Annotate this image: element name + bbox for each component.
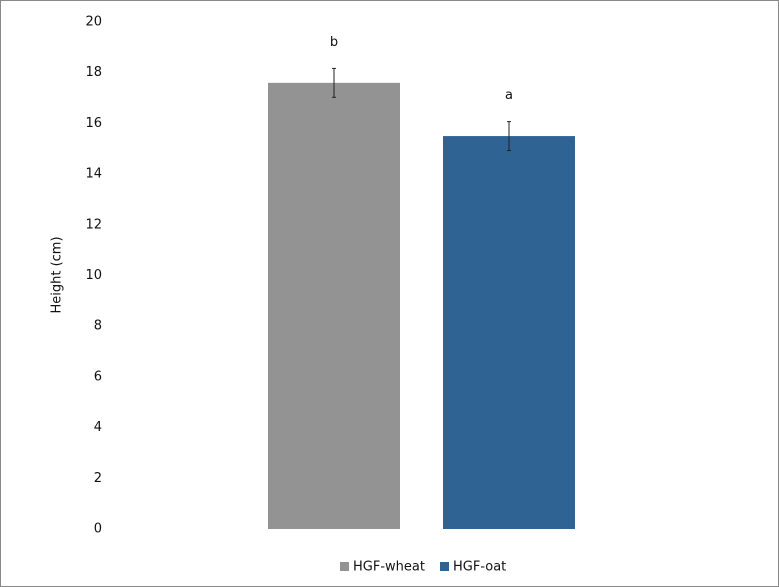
y-tick-label: 12 — [85, 217, 102, 232]
error-bar — [507, 121, 511, 152]
legend-swatch — [440, 562, 449, 571]
legend-label: HGF-oat — [453, 560, 506, 575]
legend-swatch — [340, 562, 349, 571]
bar — [268, 82, 400, 529]
y-tick-label: 2 — [94, 471, 102, 486]
y-tick-label: 4 — [94, 420, 102, 435]
bar — [443, 136, 575, 529]
error-bar — [332, 67, 336, 98]
annotation: a — [505, 88, 513, 103]
y-tick-label: 18 — [85, 65, 102, 80]
y-tick-label: 16 — [85, 116, 102, 131]
y-tick-label: 10 — [85, 268, 102, 283]
y-axis-title: Height (cm) — [50, 236, 65, 313]
annotation: b — [330, 35, 338, 50]
legend-label: HGF-wheat — [353, 560, 425, 575]
y-tick-label: 14 — [85, 167, 102, 182]
y-tick-label: 8 — [94, 319, 102, 334]
y-tick-label: 6 — [94, 369, 102, 384]
y-tick-label: 20 — [85, 15, 102, 30]
y-tick-label: 0 — [94, 522, 102, 537]
